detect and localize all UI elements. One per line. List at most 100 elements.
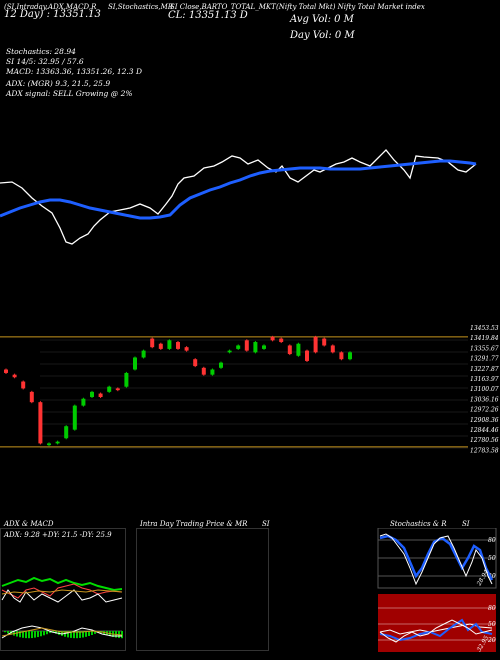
stochastics-panel: 80 50 20 28.94 80 50 20 32.95 xyxy=(377,528,497,653)
date-axis-label: 18 Nov xyxy=(245,459,261,460)
candle-body xyxy=(107,386,112,392)
candle-body xyxy=(193,359,198,367)
candle-body xyxy=(124,372,129,387)
candle-body xyxy=(4,369,8,373)
price-axis-label: 13291.77 xyxy=(470,356,499,363)
moving-average-line xyxy=(0,159,477,220)
candle-body xyxy=(141,350,146,358)
date-axis-label: 21 Oct xyxy=(125,459,141,460)
price-axis-label: 12783.58 xyxy=(470,447,499,454)
date-axis-label: 06 Nov xyxy=(197,459,213,460)
stoch-tick-80: 80 xyxy=(488,537,496,544)
macd-histogram-bar xyxy=(85,631,87,637)
candle-body xyxy=(262,345,266,349)
date-axis-label: 04 Nov xyxy=(185,459,201,460)
macd-histogram-bar xyxy=(31,631,33,639)
date-axis-label: 06 Dec xyxy=(330,459,346,460)
stoch-tick-50: 50 xyxy=(488,555,496,562)
date-axis-label: 14 Nov xyxy=(233,459,249,460)
close-line xyxy=(0,149,477,245)
macd-histogram-bar xyxy=(61,631,63,636)
stoch-panel-title: Stochastics & R xyxy=(390,520,447,528)
date-axis-label: 07 Oct xyxy=(65,459,80,460)
candle-body xyxy=(90,391,94,398)
candle-body xyxy=(184,347,189,351)
stoch-si-label: SI xyxy=(462,520,470,528)
macd-histogram-bar xyxy=(88,631,90,636)
candle-body xyxy=(38,402,43,444)
candle-body xyxy=(296,343,301,356)
candle-body xyxy=(236,345,241,349)
macd-histogram-bar xyxy=(46,631,48,635)
price-axis-label: 12780.56 xyxy=(470,437,499,444)
macd-histogram-bar xyxy=(82,631,84,638)
date-axis-label: 26 Nov xyxy=(281,459,297,460)
candle-body xyxy=(12,374,17,378)
macd-histogram-bar xyxy=(28,631,30,639)
date-axis-label: 08 Nov xyxy=(209,459,225,460)
price-axis-label: 13163.97 xyxy=(470,376,499,383)
intraday-panel xyxy=(136,528,269,651)
date-axis-label: 17 Oct xyxy=(113,459,128,460)
macd-histogram-bar xyxy=(73,631,75,639)
macd-histogram-bar xyxy=(70,631,72,638)
candle-body xyxy=(167,340,172,349)
indicator-line-1: Stochastics: 28.94 xyxy=(6,47,76,56)
candle-body xyxy=(72,405,77,430)
candle-body xyxy=(201,367,206,375)
macd-histogram-bar xyxy=(22,631,24,638)
rsi-tick-50: 50 xyxy=(488,621,496,628)
macd-histogram-bar xyxy=(19,631,21,638)
date-axis-label: 02 Dec xyxy=(306,459,322,460)
candle-body xyxy=(158,343,163,349)
candle-body xyxy=(348,352,352,360)
candle-body xyxy=(219,362,223,368)
date-axis-label: 27 Sep xyxy=(28,459,44,460)
candle-body xyxy=(55,441,60,444)
macd-histogram-bar xyxy=(25,631,27,639)
macd-histogram-bar xyxy=(37,631,39,638)
price-axis-label: 13100.07 xyxy=(470,386,499,393)
candle-body xyxy=(47,443,51,446)
candle-body xyxy=(322,338,327,346)
indicator-line-3: MACD: 13363.36, 13351.26, 12.3 D xyxy=(6,67,142,76)
date-axis-label: 23 Sep xyxy=(4,459,20,460)
candle-body xyxy=(227,350,232,353)
date-axis-label: 20 Nov xyxy=(257,459,273,460)
candle-body xyxy=(210,369,215,375)
date-axis-label: 19 Sep xyxy=(0,459,7,460)
header-title-3: SI Close,BARTO_TOTAL_MKT xyxy=(170,3,276,11)
price-axis-label: 13227.87 xyxy=(470,366,499,373)
macd-histogram-bar xyxy=(7,631,9,634)
adx-macd-panel: ADX: 9.28 +DY: 21.5 -DY: 25.9 xyxy=(0,528,126,651)
macd-histogram-bar xyxy=(76,631,78,639)
intraday-panel-title: Intra Day Trading Price & MR xyxy=(140,520,248,528)
candle-body xyxy=(244,340,249,351)
rsi-tick-80: 80 xyxy=(488,605,496,612)
candle-body xyxy=(29,391,34,403)
candle-body xyxy=(150,338,155,348)
adx-values: ADX: 9.28 +DY: 21.5 -DY: 25.9 xyxy=(3,531,112,539)
date-axis-label: 25 Oct xyxy=(149,459,165,460)
indicator-line-5: ADX: (MGR) 9.3, 21.5, 25.9 xyxy=(6,79,111,88)
adx-panel-title: ADX & MACD xyxy=(4,520,54,528)
intraday-si-label: SI xyxy=(262,520,270,528)
indicator-line-6: ADX signal: SELL Growing @ 2% xyxy=(6,89,133,98)
avg-vol: Avg Vol: 0 M xyxy=(290,14,354,25)
candle-body xyxy=(176,342,180,349)
close-label: CL: 13351.13 D xyxy=(168,10,248,21)
header-title-2: SI,Stochastics,MR xyxy=(108,3,174,11)
candle-body xyxy=(81,398,86,406)
date-axis-label: 31 Oct xyxy=(173,459,188,460)
date-axis-label: 03 Oct xyxy=(53,459,68,460)
candle-body xyxy=(270,336,275,341)
candle-body xyxy=(305,350,309,361)
date-axis-label: 09 Oct xyxy=(77,459,92,460)
macd-histogram-bar xyxy=(43,631,45,636)
price-axis-label: 13036.16 xyxy=(470,396,499,403)
candle-body xyxy=(339,352,344,360)
macd-histogram-bar xyxy=(49,631,51,634)
candle-body xyxy=(253,342,258,353)
candle-body xyxy=(64,426,69,439)
price-axis-label: 13453.53 xyxy=(470,325,499,332)
